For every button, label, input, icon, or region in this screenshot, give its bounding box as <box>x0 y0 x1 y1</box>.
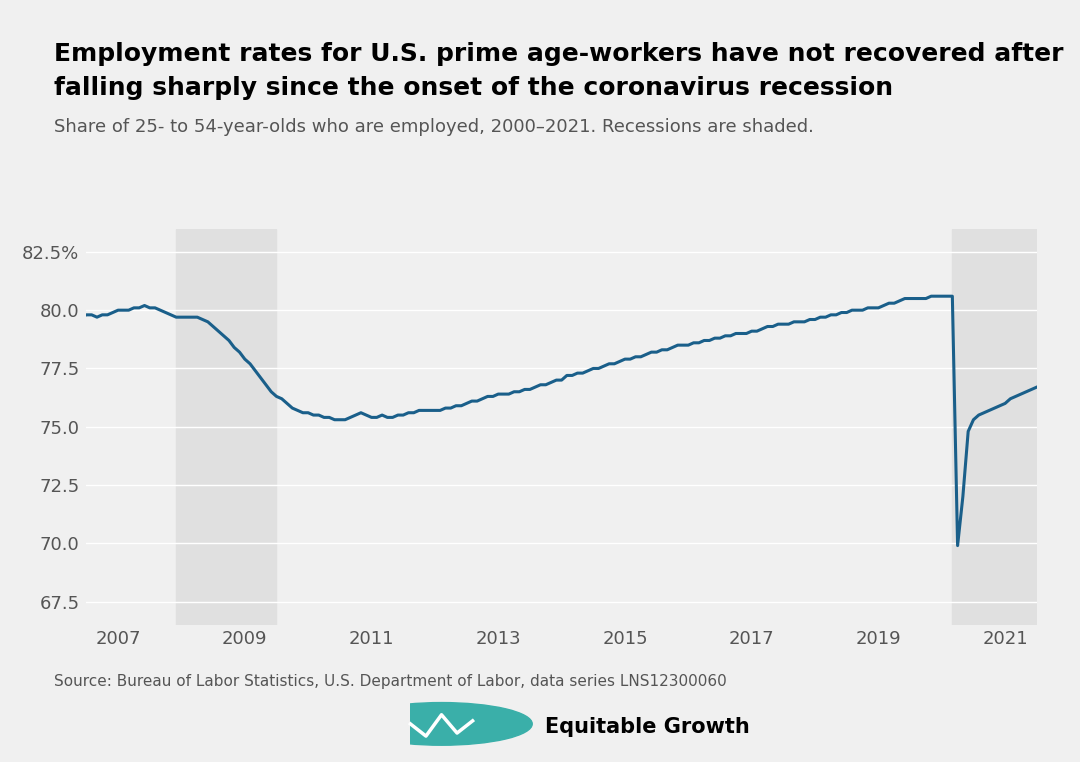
Text: Source: Bureau of Labor Statistics, U.S. Department of Labor, data series LNS123: Source: Bureau of Labor Statistics, U.S.… <box>54 674 727 690</box>
Bar <box>176 229 276 625</box>
Text: Equitable Growth: Equitable Growth <box>545 717 750 737</box>
Text: Employment rates for U.S. prime age-workers have not recovered after: Employment rates for U.S. prime age-work… <box>54 42 1064 66</box>
Text: Share of 25- to 54-year-olds who are employed, 2000–2021. Recessions are shaded.: Share of 25- to 54-year-olds who are emp… <box>54 118 814 136</box>
Circle shape <box>351 703 532 745</box>
Text: falling sharply since the onset of the coronavirus recession: falling sharply since the onset of the c… <box>54 76 893 100</box>
Bar <box>953 229 1037 625</box>
